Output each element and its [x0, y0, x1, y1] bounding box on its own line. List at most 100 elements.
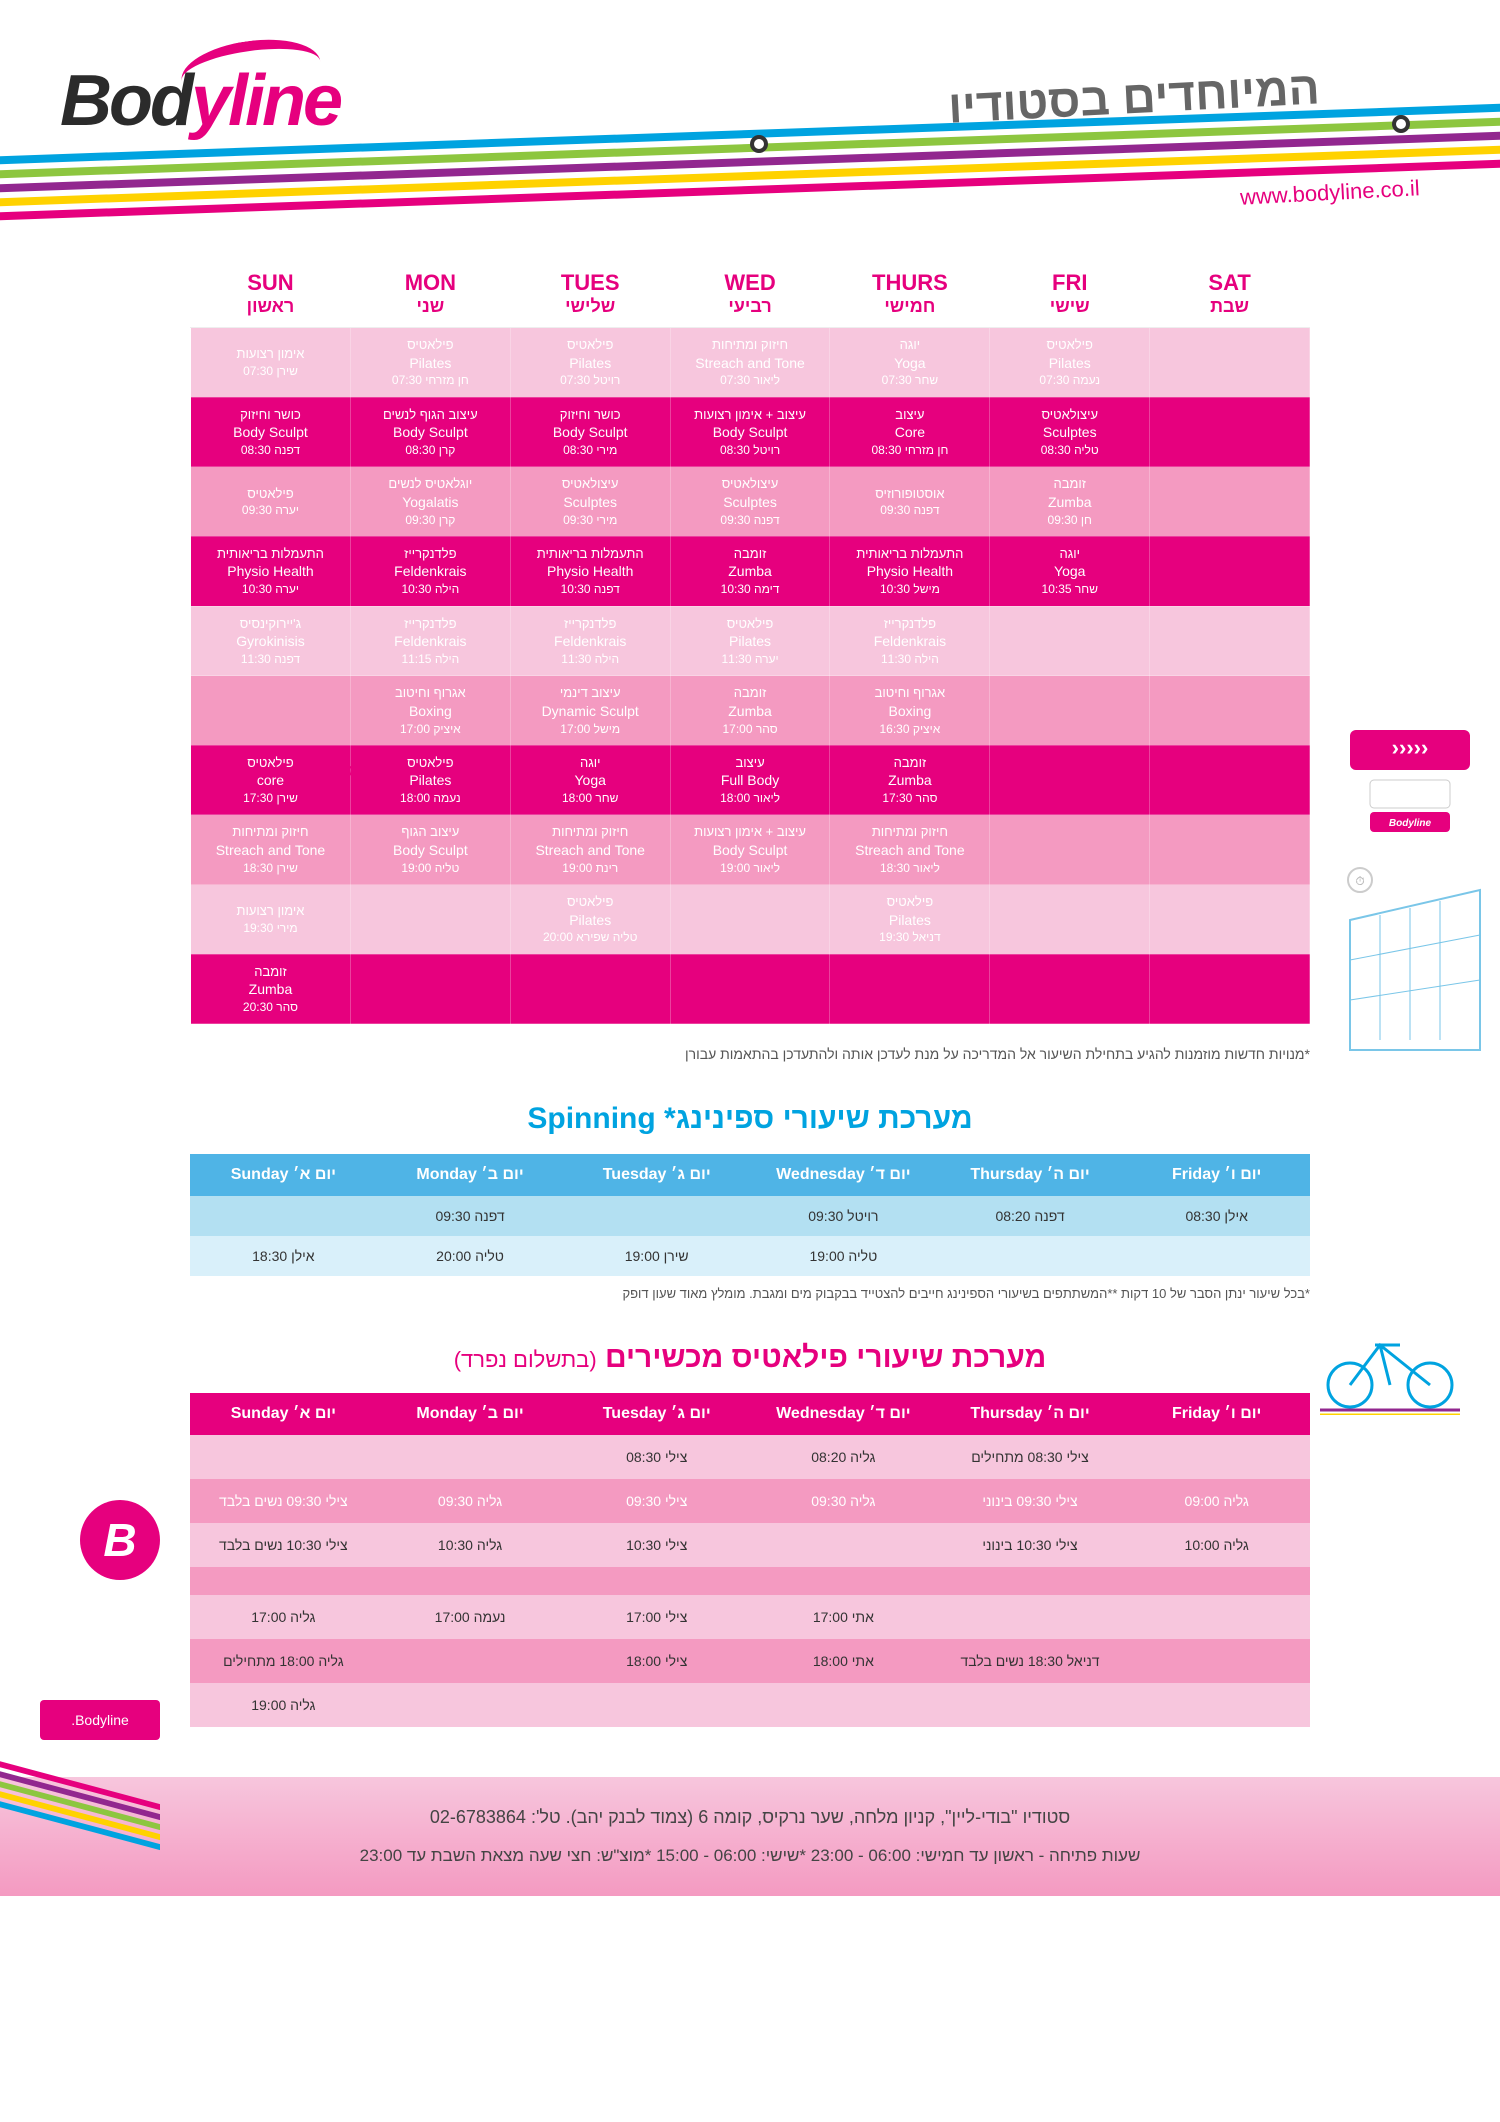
day-header: יום ב׳ Monday — [377, 1393, 564, 1435]
day-header: יום ג׳ Tuesday — [563, 1393, 750, 1435]
building-decoration: ‹‹‹‹‹ Bodyline ⏱ — [1340, 720, 1490, 1070]
schedule-cell — [990, 885, 1150, 955]
pilates-cell: צילי 10:30 בינוני — [937, 1523, 1124, 1567]
pilates-cell: גליה 10:00 — [1123, 1523, 1310, 1567]
schedule-cell: פילאטיסPilatesחן מזרחי 07:30 — [350, 328, 510, 398]
schedule-cell: פלדנקרייזFeldenkraisהילה 11:15 — [350, 606, 510, 676]
pilates-schedule: יום ו׳ Fridayיום ה׳ Thursdayיום ד׳ Wedne… — [0, 1393, 1500, 1727]
day-header: SATשבת — [1150, 260, 1310, 328]
bike-decoration — [1320, 1315, 1460, 1415]
schedule-cell: זומבהZumbaחן 09:30 — [990, 467, 1150, 537]
schedule-cell: זומבהZumbaסהר 20:30 — [191, 954, 351, 1024]
schedule-table: SATשבתFRIשישיTHURSחמישיWEDרביעיTUESשלישי… — [190, 260, 1310, 1024]
pilates-cell: דניאל 18:30 נשים בלבד — [937, 1639, 1124, 1683]
day-header: יום ג׳ Tuesday — [563, 1154, 750, 1196]
day-header: SUNראשון — [191, 260, 351, 328]
svg-text:Bodyline: Bodyline — [1389, 818, 1432, 829]
svg-text:‹‹‹‹‹: ‹‹‹‹‹ — [1392, 735, 1429, 760]
schedule-cell: התעמלות בריאותיתPhysio Healthמישל 10:30 — [830, 536, 990, 606]
logo-part2: yline — [191, 61, 340, 141]
schedule-cell: עיצוב + אימון רצועותBody Sculptרויטל 08:… — [670, 397, 830, 467]
spinning-cell — [190, 1196, 377, 1236]
pilates-cell — [750, 1567, 937, 1595]
pilates-cell: גליה 19:00 — [190, 1683, 377, 1727]
spinning-cell: אילן 18:30 — [190, 1236, 377, 1276]
schedule-cell — [990, 676, 1150, 746]
spinning-cell — [937, 1236, 1124, 1276]
pilates-cell — [1123, 1683, 1310, 1727]
schedule-cell — [1150, 954, 1310, 1024]
day-header: WEDרביעי — [670, 260, 830, 328]
schedule-cell: אימון רצועותשירן 07:30 — [191, 328, 351, 398]
node-icon — [1392, 115, 1410, 133]
pilates-cell — [750, 1523, 937, 1567]
spinning-cell: טליה 19:00 — [750, 1236, 937, 1276]
pilates-cell — [1123, 1435, 1310, 1479]
pilates-cell — [377, 1639, 564, 1683]
pilates-cell: גליה 10:30 — [377, 1523, 564, 1567]
spinning-title: מערכת שיעורי ספינינג* Spinning — [0, 1102, 1500, 1136]
day-header: יום ה׳ Thursday — [937, 1393, 1124, 1435]
pilates-cell — [1123, 1595, 1310, 1639]
schedule-cell: עיצולאטיסSculptesטליה 08:30 — [990, 397, 1150, 467]
schedule-cell: פילאטיסיערה 09:30 — [191, 467, 351, 537]
spinning-note: *בכל שיעור ינתן הסבר של 10 דקות **המשתתפ… — [0, 1276, 1500, 1301]
spinning-table: יום ו׳ Fridayיום ה׳ Thursdayיום ד׳ Wedne… — [190, 1154, 1310, 1276]
schedule-cell — [1150, 815, 1310, 885]
schedule-cell — [1150, 536, 1310, 606]
schedule-cell — [1150, 676, 1310, 746]
schedule-cell: אגרוף וחיטובBoxingאיציק 16:30 — [830, 676, 990, 746]
schedule-cell: פילאטיסcoreשירן 17:30 — [191, 745, 351, 815]
pilates-cell: צילי 09:30 — [563, 1479, 750, 1523]
schedule-cell — [830, 954, 990, 1024]
pilates-cell: גליה 08:20 — [750, 1435, 937, 1479]
schedule-cell: חיזוק ומתיחותStreach and Toneשירן 18:30 — [191, 815, 351, 885]
pilates-cell — [190, 1567, 377, 1595]
schedule-cell: זומבהZumbaסהר 17:30 — [830, 745, 990, 815]
schedule-cell: יוגהYogaשחר 10:35 — [990, 536, 1150, 606]
pilates-cell: צילי 09:30 נשים בלבד — [190, 1479, 377, 1523]
schedule-cell — [990, 606, 1150, 676]
day-header: MONשני — [350, 260, 510, 328]
schedule-cell: התעמלות בריאותיתPhysio Healthדפנה 10:30 — [510, 536, 670, 606]
schedule-cell — [1150, 328, 1310, 398]
pilates-table: יום ו׳ Fridayיום ה׳ Thursdayיום ד׳ Wedne… — [190, 1393, 1310, 1727]
schedule-cell: כושר וחיזוקBody Sculptמירי 08:30 — [510, 397, 670, 467]
schedule-cell — [350, 885, 510, 955]
schedule-cell: זומבהZumbaסהר 17:00 — [670, 676, 830, 746]
pilates-title-sub: (בתשלום נפרד) — [454, 1347, 597, 1372]
pilates-cell: צילי 18:00 — [563, 1639, 750, 1683]
pilates-cell — [937, 1595, 1124, 1639]
day-header: יום ד׳ Wednesday — [750, 1393, 937, 1435]
pilates-cell — [937, 1567, 1124, 1595]
svg-text:⏱: ⏱ — [1355, 874, 1364, 888]
schedule-cell — [510, 954, 670, 1024]
spinning-cell: דפנה 09:30 — [377, 1196, 564, 1236]
page-header: Bodyline המיוחדים בסטודיו www.bodyline.c… — [0, 0, 1500, 240]
logo: Bodyline — [60, 60, 340, 142]
pilates-title: מערכת שיעורי פילאטיס מכשירים (בתשלום נפר… — [0, 1341, 1500, 1375]
schedule-cell: עיצוב הגוףBody Sculptטליה 19:00 — [350, 815, 510, 885]
schedule-cell: פלדנקרייזFeldenkraisהילה 11:30 — [830, 606, 990, 676]
schedule-cell — [990, 954, 1150, 1024]
schedule-cell: חיזוק ומתיחותStreach and Toneליאור 07:30 — [670, 328, 830, 398]
pilates-cell: צילי 17:00 — [563, 1595, 750, 1639]
day-header: יום ו׳ Friday — [1123, 1154, 1310, 1196]
schedule-cell — [1150, 606, 1310, 676]
header-title: המיוחדים בסטודיו — [947, 60, 1321, 133]
schedule-cell — [350, 954, 510, 1024]
spinning-cell: דפנה 08:20 — [937, 1196, 1124, 1236]
schedule-cell: התעמלות בריאותיתPhysio Healthיערה 10:30 — [191, 536, 351, 606]
mini-logo: Bodyline. — [330, 760, 411, 781]
day-header: FRIשישי — [990, 260, 1150, 328]
pilates-cell — [377, 1683, 564, 1727]
schedule-cell — [191, 676, 351, 746]
schedule-cell: פילאטיסPilatesדניאל 19:30 — [830, 885, 990, 955]
pilates-cell — [1123, 1567, 1310, 1595]
pilates-cell: גליה 18:00 מתחילים — [190, 1639, 377, 1683]
schedule-cell — [990, 815, 1150, 885]
schedule-cell: פילאטיסPilatesיערה 11:30 — [670, 606, 830, 676]
schedule-cell — [670, 885, 830, 955]
schedule-cell — [670, 954, 830, 1024]
day-header: TUESשלישי — [510, 260, 670, 328]
